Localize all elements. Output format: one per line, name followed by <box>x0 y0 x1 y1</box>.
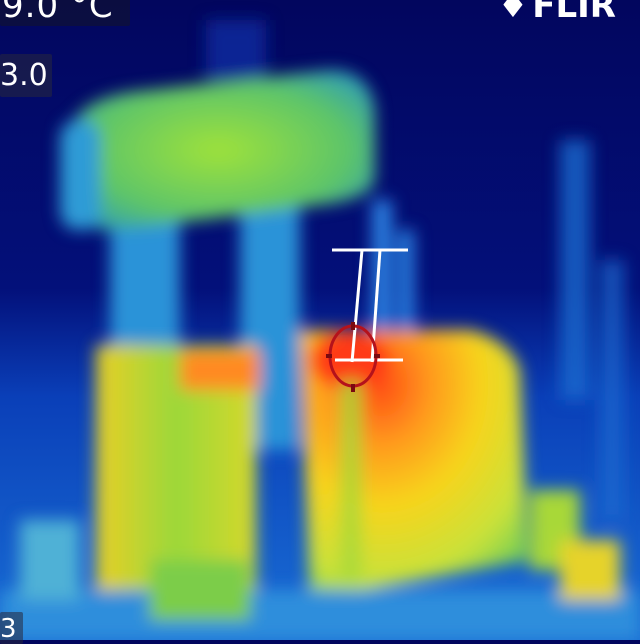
brand-logo: ♦ FLIR <box>498 0 616 26</box>
flame-logo-icon: ♦ <box>497 0 529 26</box>
brand-name: FLIR <box>532 0 616 26</box>
scale-min-label: 3 <box>0 612 23 644</box>
temperature-readout: 9.0 °C <box>0 0 130 26</box>
crosshair-icon <box>326 322 380 392</box>
scale-value: 3.0 <box>0 54 52 97</box>
